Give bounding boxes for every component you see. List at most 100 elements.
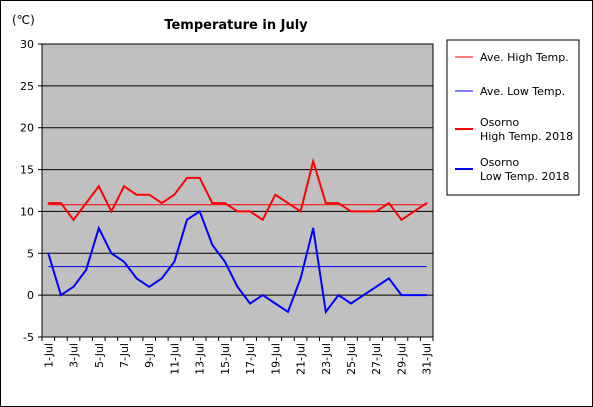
legend-item-1: Ave. Low Temp. <box>455 85 565 98</box>
data-point <box>249 302 251 305</box>
data-point <box>324 202 327 204</box>
data-point <box>97 227 100 229</box>
data-point <box>312 160 314 162</box>
legend-label: High Temp. 2018 <box>480 130 573 143</box>
data-point <box>236 285 239 288</box>
x-tick-label: 27-Jul <box>370 343 383 375</box>
y-tick-label: 20 <box>20 122 34 135</box>
x-tick-label: 25-Jul <box>345 343 358 375</box>
y-tick-label: 10 <box>20 205 34 218</box>
legend-label: Low Temp. 2018 <box>480 170 569 183</box>
data-point <box>97 185 100 188</box>
y-tick-label: -5 <box>23 331 34 344</box>
y-axis-unit: (℃) <box>12 13 35 27</box>
x-tick-label: 7-Jul <box>118 343 131 368</box>
data-point <box>198 210 201 213</box>
plot-area: 30 25 20 15 10 5 0 -5 1-Jul 3-Jul 5-Jul 7-Jul 9-Jul 1… <box>20 38 434 375</box>
data-point <box>287 202 289 204</box>
data-point <box>324 311 327 313</box>
data-point <box>173 193 176 196</box>
data-point <box>135 277 138 280</box>
data-point <box>123 185 125 188</box>
y-tick-label: 15 <box>20 164 34 177</box>
y-tick-label: 0 <box>27 289 34 302</box>
data-point <box>72 219 75 221</box>
data-point <box>211 202 214 204</box>
legend-label: Osorno <box>480 116 519 129</box>
data-point <box>224 260 226 263</box>
data-point <box>110 210 113 213</box>
data-point <box>123 260 125 263</box>
data-point <box>388 202 390 204</box>
data-point <box>375 210 378 213</box>
series-3 <box>47 209 428 315</box>
legend: Ave. High Temp.Ave. Low Temp.OsornoHigh … <box>446 39 580 196</box>
data-point <box>362 210 365 213</box>
x-tick-label: 11-Jul <box>168 343 181 375</box>
data-point <box>72 285 75 288</box>
data-point <box>400 219 403 221</box>
data-point <box>425 202 428 204</box>
x-tick-label: 19-Jul <box>269 343 282 375</box>
x-tick-label: 1-Jul <box>42 343 55 368</box>
y-tick-label: 5 <box>27 247 34 260</box>
data-point <box>161 202 163 204</box>
data-point <box>350 302 352 305</box>
data-point <box>135 193 138 196</box>
data-point <box>425 294 428 296</box>
legend-label: Ave. High Temp. <box>480 51 569 64</box>
data-point <box>274 302 277 305</box>
data-point <box>337 294 340 296</box>
data-point <box>299 210 302 213</box>
data-point <box>400 294 403 296</box>
data-point <box>236 210 239 213</box>
data-point <box>287 311 289 313</box>
legend-label: Ave. Low Temp. <box>480 85 565 98</box>
data-point <box>224 202 226 204</box>
data-point <box>312 227 314 229</box>
x-tick-label: 3-Jul <box>68 343 81 368</box>
data-point <box>261 294 264 296</box>
data-point <box>173 260 176 263</box>
data-point <box>388 277 390 280</box>
data-point <box>375 285 378 288</box>
x-tick-label: 9-Jul <box>143 343 156 368</box>
data-point <box>148 193 151 196</box>
data-point <box>161 277 163 280</box>
data-point <box>60 202 62 204</box>
x-tick-label: 23-Jul <box>320 343 333 375</box>
x-tick-label: 5-Jul <box>93 343 106 368</box>
data-point <box>60 294 62 296</box>
data-point <box>110 252 113 255</box>
chart-title: Temperature in July <box>164 18 308 33</box>
data-point <box>186 177 188 179</box>
data-point <box>211 244 214 246</box>
x-tick-label: 13-Jul <box>194 343 207 375</box>
data-point <box>350 210 352 213</box>
data-point <box>47 252 50 255</box>
data-point <box>299 277 302 280</box>
x-tick-label: 21-Jul <box>295 343 308 375</box>
data-point <box>274 193 277 196</box>
legend-item-0: Ave. High Temp. <box>455 51 569 64</box>
data-point <box>85 269 87 271</box>
x-tick-label: 15-Jul <box>219 343 232 375</box>
data-point <box>198 177 201 179</box>
data-point <box>413 294 415 296</box>
data-point <box>148 285 151 288</box>
data-point <box>186 219 188 221</box>
data-point <box>337 202 340 204</box>
legend-label: Osorno <box>480 156 519 169</box>
data-point <box>261 219 264 221</box>
x-tick-label: 29-Jul <box>395 343 408 375</box>
data-point <box>362 294 365 296</box>
data-point <box>47 202 50 204</box>
data-point <box>85 202 87 204</box>
series-2 <box>47 157 428 222</box>
x-tick-label: 31-Jul <box>421 343 434 375</box>
y-tick-label: 25 <box>20 80 34 93</box>
data-point <box>413 210 415 213</box>
